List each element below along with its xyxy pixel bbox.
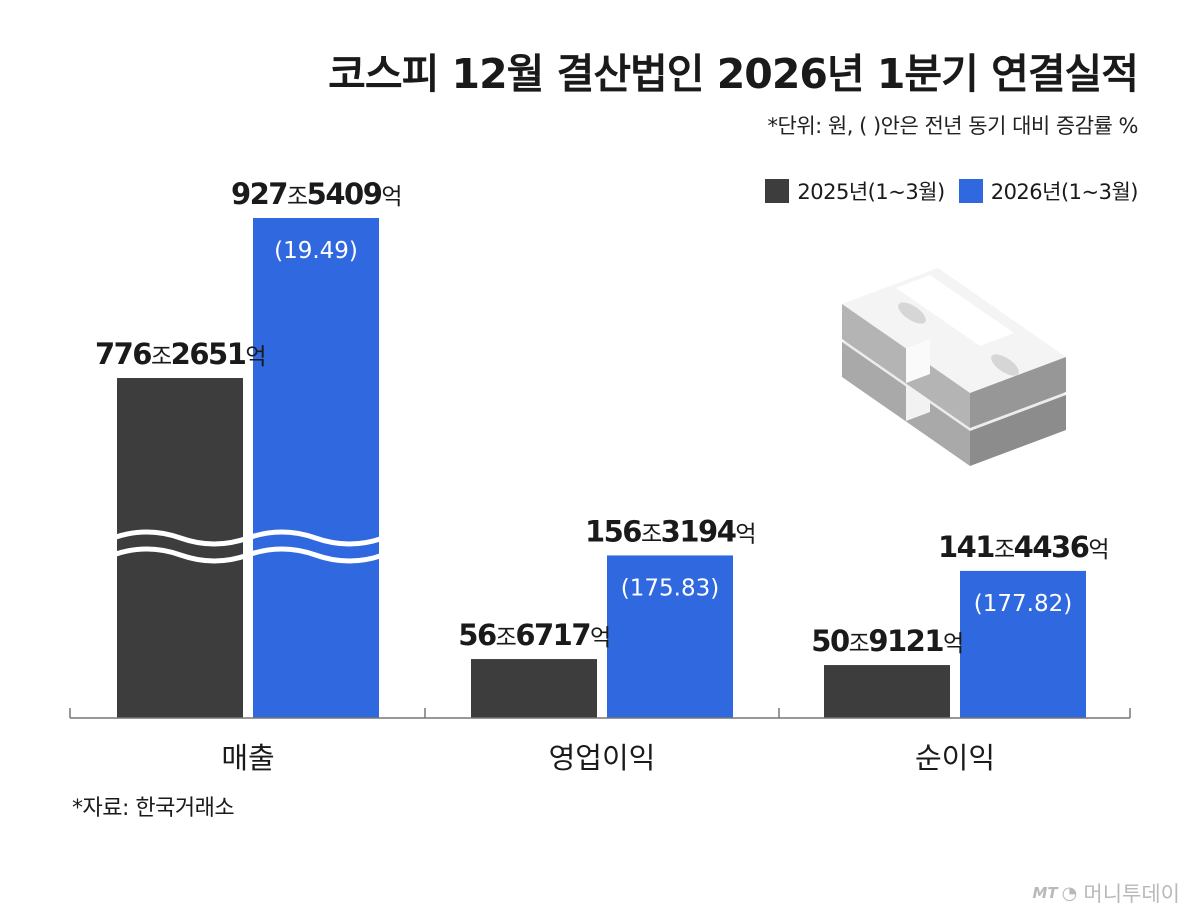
value-label-part: 억 — [245, 344, 265, 370]
legend: 2025년(1~3월) 2026년(1~3월) — [751, 176, 1139, 206]
legend-swatch-2025 — [765, 179, 790, 203]
money-top-band-side — [906, 339, 930, 383]
bar-2026-0 — [253, 218, 379, 718]
value-label-part: 억 — [1088, 537, 1108, 563]
value-label-part: 50 — [811, 624, 849, 658]
legend-label-2025: 2025년(1~3월) — [797, 180, 945, 204]
money-top-right-face — [970, 357, 1066, 428]
value-label-part: 4436 — [1014, 530, 1089, 564]
chart-title: 코스피 12월 결산법인 2026년 1분기 연결실적 — [328, 50, 1139, 98]
value-label-part: 56 — [458, 618, 496, 652]
money-top-oval-2 — [991, 354, 1019, 376]
bar-2026-2 — [960, 570, 1086, 718]
value-label-part: 9121 — [868, 624, 943, 658]
money-top-band — [896, 275, 1014, 346]
watermark-name: 머니투데이 — [1083, 882, 1180, 906]
value-label-part: 156 — [585, 514, 641, 548]
value-label-2025-1: 56조6717억 — [458, 618, 609, 652]
value-label-part: 2651 — [171, 337, 246, 371]
value-label-part: 억 — [381, 184, 401, 210]
category-label-0: 매출 — [221, 741, 274, 775]
value-label-part: 조 — [849, 631, 869, 657]
bar-separator — [243, 200, 253, 718]
bar-2025-2 — [824, 665, 950, 718]
legend-item-2026: 2026년(1~3월) — [958, 176, 1139, 206]
value-label-part: 조 — [496, 625, 516, 651]
legend-swatch-2026 — [958, 179, 983, 203]
value-label-part: 5409 — [307, 177, 382, 211]
value-label-2025-2: 50조9121억 — [811, 624, 962, 658]
change-label-0: (19.49) — [274, 238, 358, 264]
legend-item-2025: 2025년(1~3월) — [765, 176, 945, 206]
watermark: MT ◔ 머니투데이 — [1033, 878, 1181, 908]
category-label-1: 영업이익 — [549, 741, 656, 775]
value-label-2025-0: 776조2651억 — [95, 337, 265, 371]
x-axis: 매출 영업이익 순이익 — [69, 708, 1131, 775]
value-label-part: 조 — [287, 184, 307, 210]
value-label-part: 억 — [735, 521, 755, 547]
legend-label-2026: 2026년(1~3월) — [990, 180, 1139, 204]
source-note: *자료: 한국거래소 — [72, 796, 235, 821]
value-label-part: 억 — [590, 625, 610, 651]
value-label-part: 3194 — [661, 514, 736, 548]
value-label-2026-2: 141조4436억 — [938, 530, 1108, 564]
change-label-1: (175.83) — [621, 575, 719, 601]
bar-2025-1 — [471, 659, 597, 718]
value-label-part: 조 — [994, 537, 1014, 563]
mt-logo-icon: ◔ — [1061, 882, 1078, 904]
value-label-part: 927 — [231, 177, 287, 211]
value-label-part: 6717 — [515, 618, 590, 652]
bars-layer — [112, 200, 1086, 718]
money-top-oval-1 — [898, 302, 926, 324]
value-label-part: 억 — [943, 631, 963, 657]
bar-2026-1 — [607, 555, 733, 718]
unit-note: *단위: 원, ( )안은 전년 동기 대비 증감률 % — [767, 114, 1139, 138]
labels-layer: 776조2651억927조5409억(19.49)56조6717억156조319… — [95, 177, 1110, 658]
value-label-2026-1: 156조3194억 — [585, 514, 755, 548]
watermark-mt: MT — [1032, 884, 1058, 902]
money-bottom-right-face — [970, 395, 1066, 466]
value-label-part: 조 — [151, 344, 171, 370]
value-label-part: 141 — [938, 530, 994, 564]
value-label-2026-0: 927조5409억 — [231, 177, 401, 211]
value-label-part: 776 — [95, 337, 151, 371]
category-label-2: 순이익 — [915, 741, 995, 775]
change-label-2: (177.82) — [974, 591, 1072, 617]
money-stack-icon — [842, 268, 1066, 466]
value-label-part: 조 — [641, 521, 661, 547]
